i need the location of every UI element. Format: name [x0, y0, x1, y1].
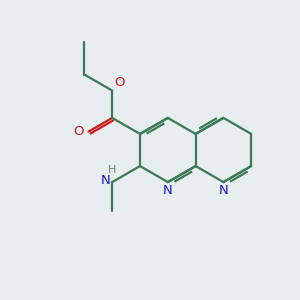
Text: N: N — [101, 174, 111, 187]
Text: N: N — [163, 184, 173, 197]
Text: O: O — [74, 125, 84, 138]
Text: H: H — [108, 165, 116, 175]
Text: N: N — [219, 184, 228, 197]
Text: O: O — [115, 76, 125, 89]
